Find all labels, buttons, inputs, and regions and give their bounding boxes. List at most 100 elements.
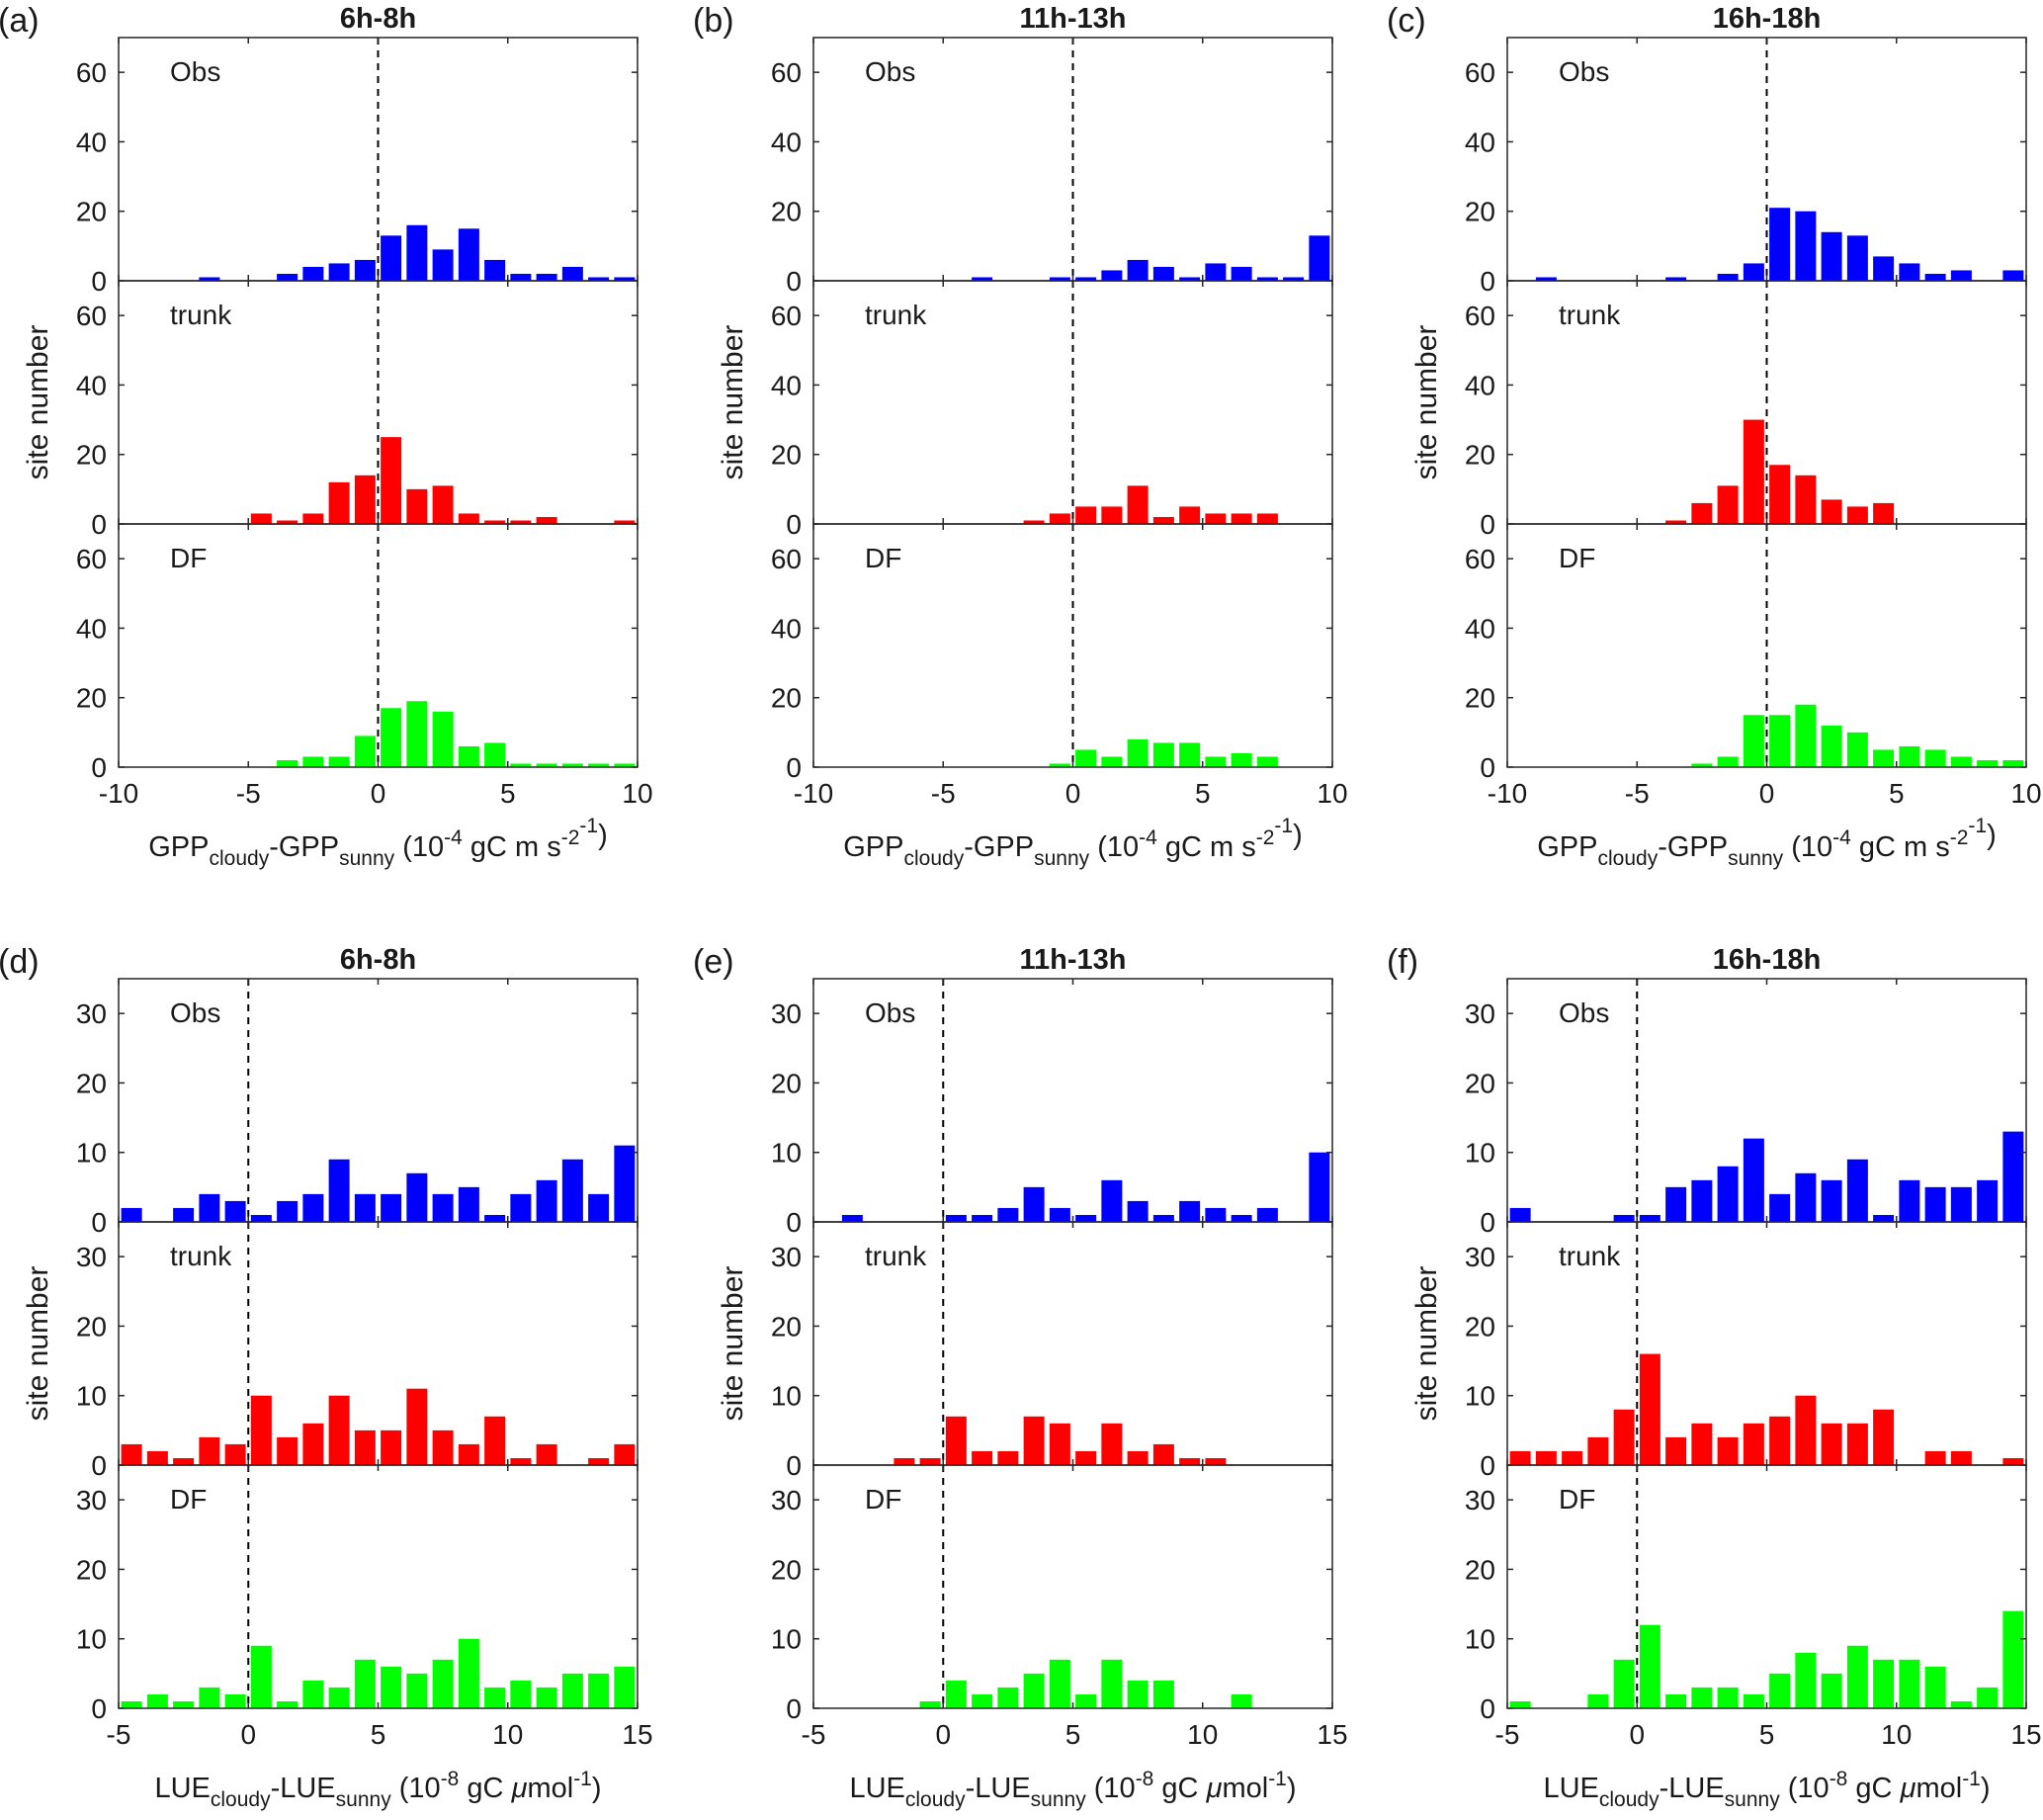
bar	[1691, 1423, 1713, 1465]
bar	[1205, 756, 1227, 767]
bar	[328, 756, 350, 767]
y-axis-label: site number	[717, 1266, 749, 1422]
bar	[199, 1436, 220, 1465]
bar	[1075, 1450, 1097, 1465]
x-tick-label: -10	[794, 778, 833, 809]
y-tick-label: 0	[786, 1207, 802, 1238]
bar	[1075, 1214, 1097, 1222]
bar	[1639, 1214, 1660, 1222]
y-tick-label: 20	[76, 1311, 107, 1342]
bar	[561, 1159, 583, 1222]
y-tick-label: 0	[1480, 1207, 1495, 1238]
bar	[2002, 1610, 2024, 1708]
bar	[1769, 1673, 1791, 1708]
x-tick-label: 10	[622, 778, 652, 809]
bar	[1613, 1409, 1635, 1465]
y-tick-label: 30	[1465, 1485, 1495, 1516]
y-tick-label: 10	[771, 1381, 802, 1412]
panel-label: (d)	[0, 943, 40, 981]
x-axis-label: LUEcloudy-LUEsunny (10-8 gC μmol-1)	[1543, 1768, 1990, 1811]
bar	[1977, 1687, 1999, 1708]
bar	[510, 273, 532, 281]
bar	[432, 1193, 454, 1222]
y-tick-label: 60	[771, 301, 802, 331]
series-label: DF	[865, 1484, 901, 1515]
bar	[1023, 1186, 1045, 1222]
bar	[1587, 1693, 1609, 1708]
bar	[1821, 725, 1842, 767]
bar	[1821, 1179, 1842, 1222]
bar	[510, 1680, 532, 1708]
chart-panel-f: (f) 16h-18h 0 10 20 30 Obs 0 10 20 30 trunk 0 10 20 30 D…	[1387, 943, 2042, 1811]
bar	[1873, 1659, 1895, 1708]
bar	[1613, 1214, 1635, 1222]
bar	[1795, 211, 1817, 281]
bar	[510, 1193, 532, 1222]
y-tick-label: 0	[786, 1450, 802, 1481]
y-tick-label: 10	[76, 1624, 107, 1655]
bar	[1049, 1423, 1070, 1465]
bar	[1846, 235, 1868, 281]
y-tick-label: 20	[771, 1311, 802, 1342]
bar	[1899, 1659, 1920, 1708]
y-tick-label: 0	[1480, 1693, 1495, 1724]
series-label: Obs	[1559, 56, 1609, 87]
x-tick-label: 15	[2010, 1719, 2041, 1750]
bar	[199, 1193, 220, 1222]
bar	[484, 1416, 506, 1465]
bar	[432, 1430, 454, 1465]
bar	[1127, 738, 1149, 767]
x-tick-label: -5	[1625, 778, 1650, 809]
bar	[458, 228, 479, 281]
x-tick-label: 10	[2010, 778, 2041, 809]
bar	[1127, 259, 1149, 281]
y-tick-label: 20	[1465, 1311, 1495, 1342]
y-tick-label: 10	[76, 1138, 107, 1169]
bar	[1665, 1436, 1687, 1465]
bar	[510, 1457, 532, 1465]
bar	[432, 485, 454, 524]
series-label: DF	[865, 543, 901, 573]
y-tick-label: 40	[1465, 613, 1495, 644]
y-tick-label: 20	[1465, 1068, 1495, 1098]
x-tick-label: 10	[492, 1719, 523, 1750]
bar	[1899, 263, 1920, 281]
subplot-df: 0 20 40 60 DF	[1465, 523, 2027, 783]
bar	[1535, 277, 1557, 281]
y-tick-label: 0	[91, 1450, 107, 1481]
bar	[277, 520, 298, 524]
bar	[1769, 1416, 1791, 1465]
y-axis-label: site number	[1410, 325, 1443, 480]
y-tick-label: 0	[786, 752, 802, 783]
panel-title: 16h-18h	[1713, 3, 1822, 35]
y-tick-label: 20	[771, 1068, 802, 1098]
x-tick-label: -10	[1488, 778, 1527, 809]
bar	[432, 1659, 454, 1708]
bar	[224, 1200, 246, 1222]
x-tick-label: -5	[802, 1719, 826, 1750]
bar	[1205, 1207, 1227, 1222]
bar	[561, 266, 583, 281]
y-tick-label: 20	[1465, 1554, 1495, 1585]
bar	[1769, 1193, 1791, 1222]
bar	[1256, 277, 1278, 281]
y-tick-label: 60	[76, 301, 107, 331]
bar	[250, 1645, 272, 1708]
bar	[997, 1687, 1019, 1708]
bar	[1256, 1207, 1278, 1222]
subplot-trunk: 0 20 40 60 trunk	[1465, 280, 2027, 540]
x-tick-label: 0	[371, 778, 386, 809]
bar	[1152, 516, 1174, 524]
bar	[354, 1659, 376, 1708]
bar	[277, 1700, 298, 1708]
bar	[1691, 502, 1713, 524]
series-label: DF	[170, 1484, 207, 1515]
series-label: trunk	[170, 1241, 232, 1271]
y-tick-label: 0	[91, 509, 107, 540]
y-tick-label: 30	[76, 998, 107, 1029]
panel-label: (f)	[1387, 943, 1418, 981]
y-tick-label: 0	[1480, 752, 1495, 783]
bar	[406, 1673, 428, 1708]
y-tick-label: 40	[771, 127, 802, 157]
series-label: DF	[170, 543, 207, 573]
